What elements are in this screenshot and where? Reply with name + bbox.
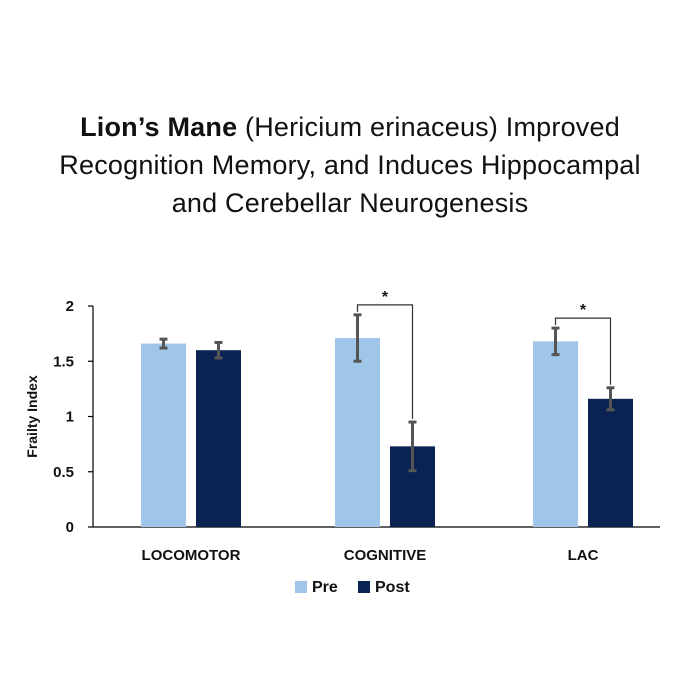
legend-swatch-pre: [295, 581, 307, 593]
bar-pre-locomotor: [141, 343, 186, 527]
bar-pre-lac: [533, 341, 578, 527]
x-category-label: COGNITIVE: [344, 547, 427, 564]
legend-label-post: Post: [375, 579, 410, 596]
legend-swatch-post: [358, 581, 370, 593]
legend-label-pre: Pre: [312, 579, 338, 596]
bar-post-lac: [588, 398, 633, 527]
bar-post-locomotor: [196, 350, 241, 527]
title-line-2: Recognition Memory, and Induces Hippocam…: [59, 150, 641, 180]
y-axis-label: Frailty Index: [24, 375, 40, 458]
y-tick-label: 0: [66, 519, 74, 536]
significance-bracket: [356, 304, 414, 420]
y-tick-label: 0.5: [53, 464, 74, 481]
bar-pre-cognitive: [335, 338, 380, 527]
title-line-1: Lion’s Mane (Hericium erinaceus) Improve…: [0, 108, 700, 146]
chart-title: Lion’s Mane (Hericium erinaceus) Improve…: [0, 108, 700, 222]
significance-star: *: [580, 302, 587, 319]
significance-star: *: [382, 289, 389, 306]
significance-bracket: [554, 317, 612, 385]
y-tick-label: 1: [66, 409, 74, 426]
title-line-1-rest: (Hericium erinaceus) Improved: [237, 112, 620, 142]
title-bold: Lion’s Mane: [80, 112, 238, 142]
x-category-label: LAC: [568, 547, 599, 564]
y-tick-label: 1.5: [53, 353, 74, 370]
x-category-label: LOCOMOTOR: [142, 547, 241, 564]
y-tick-label: 2: [66, 298, 74, 315]
title-line-3: and Cerebellar Neurogenesis: [171, 188, 529, 218]
